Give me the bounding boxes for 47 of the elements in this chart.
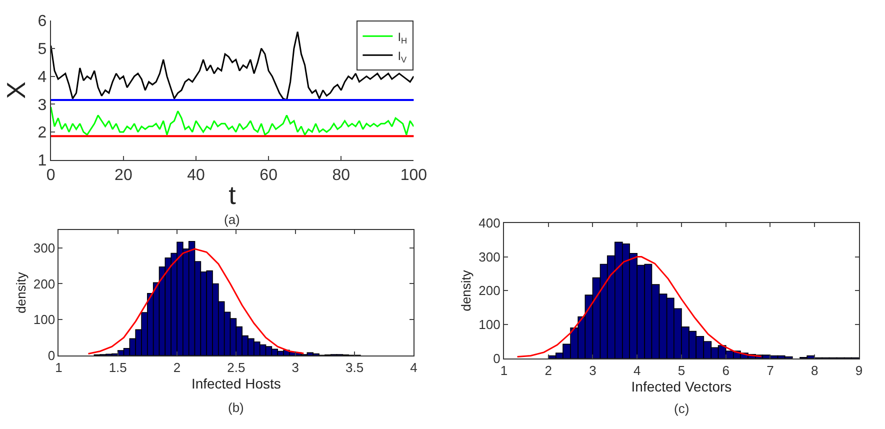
x-tick-label: 2.5 [227,360,246,376]
x-tick-label: 9 [855,363,863,378]
text: (b) [228,400,244,415]
x-tick-label: 8 [810,363,818,378]
y-axis-title: density [458,270,474,312]
y-tick-label: 0 [48,348,56,364]
x-tick-label: 1.5 [108,360,127,376]
x-tick-label: 7 [766,363,774,378]
x-tick-label: 60 [260,167,278,184]
y-tick-label: 100 [478,317,500,332]
y-tick-label: 300 [33,240,56,256]
y-tick-label: 300 [478,249,500,264]
y-tick-label: 200 [478,283,500,298]
x-tick-label: 40 [187,167,205,184]
line-series [50,30,414,101]
x-tick-label: 2 [173,360,181,376]
x-tick-label: 3.5 [345,360,364,376]
x-axis-title: t [228,180,237,210]
x-tick-label: 100 [400,167,428,184]
y-tick-label: 5 [38,41,47,58]
y-tick-label: 0 [493,350,500,366]
y-axis-title: X [1,82,32,99]
x-tick-label: 80 [332,167,350,184]
y-tick-label: 3 [38,96,47,114]
x-axis-title: Infected Hosts [191,375,281,392]
y-tick-label: 200 [33,276,56,292]
x-tick-label: 3 [292,360,299,376]
line-series [50,106,414,136]
y-tick-label: 4 [38,68,47,86]
x-tick-label: 4 [410,360,418,376]
legend-label: I$_{H}$ [398,30,408,46]
y-tick-label: 1 [38,152,47,170]
x-axis-title: Infected Vectors [631,378,732,394]
x-tick-label: 20 [114,167,132,184]
text: (c) [674,401,690,416]
y-tick-label: 2 [38,124,47,142]
x-tick-label: 5 [678,363,686,378]
y-tick-label: 100 [33,312,56,328]
y-axis-title: density [13,272,28,314]
legend-label: I$_{V}$ [398,48,408,64]
y-tick-label: 6 [38,13,47,30]
text: (a) [224,212,240,227]
x-tick-label: 3 [589,363,596,378]
x-tick-label: 6 [722,363,730,378]
y-tick-label: 400 [478,215,500,230]
x-tick-label: 4 [633,363,641,378]
x-tick-label: 2 [544,363,552,378]
